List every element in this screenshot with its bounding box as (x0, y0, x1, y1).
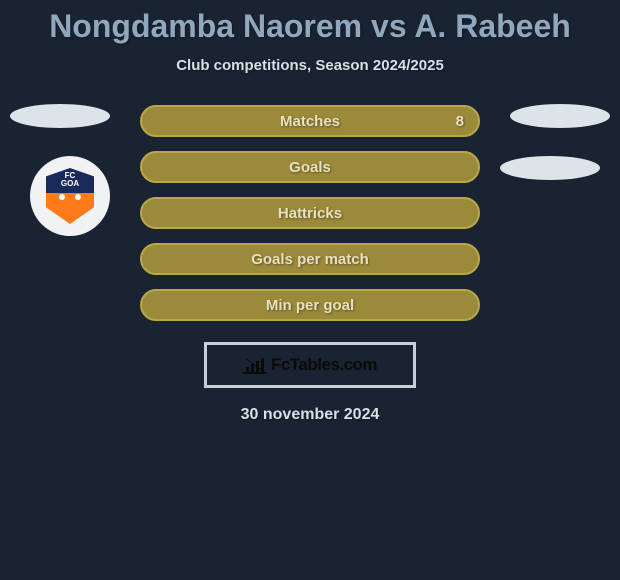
stat-label: Hattricks (278, 205, 342, 222)
stat-row-goals-per-match: Goals per match (0, 242, 620, 276)
stat-label: Matches (280, 113, 340, 130)
season-subtitle: Club competitions, Season 2024/2025 (0, 57, 620, 74)
stat-label: Goals per match (251, 251, 369, 268)
brand-box: FcTables.com (204, 342, 416, 388)
stat-label: Min per goal (266, 297, 354, 314)
stat-row-hattricks: Hattricks (0, 196, 620, 230)
stat-row-goals: Goals (0, 150, 620, 184)
stat-label: Goals (289, 159, 331, 176)
stat-bar: Min per goal (140, 289, 480, 321)
stat-bar: Goals per match (140, 243, 480, 275)
brand-text: FcTables.com (271, 355, 377, 375)
stat-bar: Hattricks (140, 197, 480, 229)
stat-bar: Goals (140, 151, 480, 183)
stat-row-min-per-goal: Min per goal (0, 288, 620, 322)
stat-bar: Matches 8 (140, 105, 480, 137)
stat-value: 8 (456, 113, 464, 130)
comparison-title: Nongdamba Naorem vs A. Rabeeh (0, 0, 620, 45)
date-text: 30 november 2024 (0, 406, 620, 424)
stat-row-matches: Matches 8 (0, 104, 620, 138)
stats-content: FCGOA Matches 8 Goals Hattricks Goals pe… (0, 104, 620, 424)
chart-icon (243, 356, 267, 374)
